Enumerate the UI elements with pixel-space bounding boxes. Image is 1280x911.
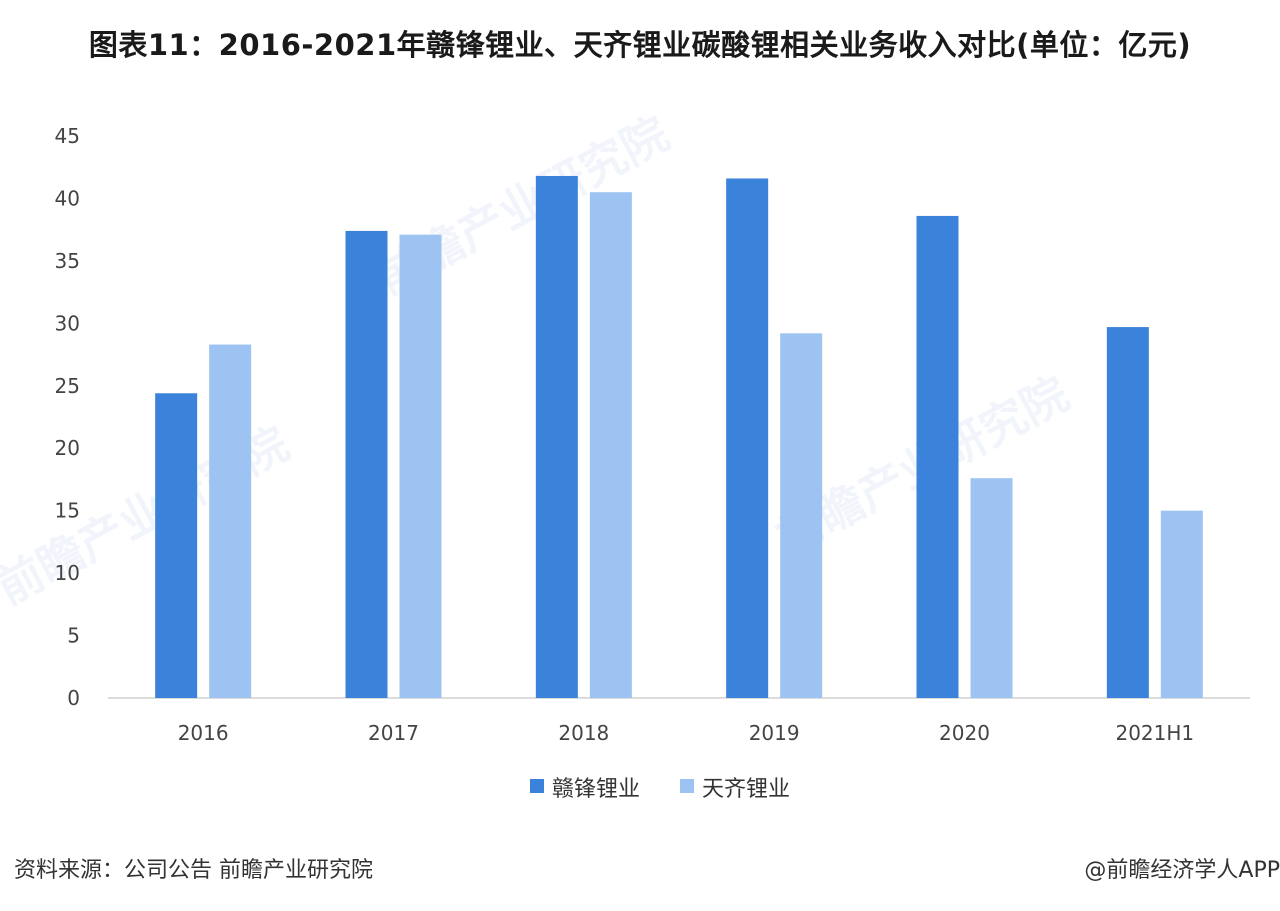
legend-label-2: 天齐锂业 (702, 777, 790, 802)
chart-title: 图表11：2016-2021年赣锋锂业、天齐锂业碳酸锂相关业务收入对比(单位：亿… (88, 28, 1192, 62)
y-tick-label: 10 (55, 561, 80, 585)
bar-series1-2017 (345, 230, 388, 698)
y-tick-label: 20 (55, 436, 80, 460)
bar-series1-2020 (916, 215, 959, 698)
y-tick-label: 45 (55, 124, 80, 148)
brand-note: @前瞻经济学人APP (1084, 858, 1280, 883)
bar-series2-2019 (780, 333, 823, 698)
x-tick-label: 2019 (749, 721, 800, 745)
y-tick-label: 25 (55, 374, 80, 398)
bar-series2-2017 (399, 234, 442, 698)
x-tick-label: 2017 (368, 721, 419, 745)
bar-series1-2019 (726, 178, 769, 698)
bar-series1-2016 (155, 393, 198, 698)
source-note: 资料来源：公司公告 前瞻产业研究院 (14, 858, 373, 883)
bar-series1-2021H1 (1106, 327, 1149, 698)
y-tick-label: 15 (55, 499, 80, 523)
bar-series2-2020 (970, 478, 1013, 698)
y-tick-label: 35 (55, 249, 80, 273)
legend-label-1: 赣锋锂业 (552, 777, 640, 802)
x-tick-label: 2021H1 (1115, 721, 1194, 745)
x-tick-label: 2020 (939, 721, 990, 745)
bar-series1-2018 (535, 175, 578, 698)
x-tick-label: 2016 (178, 721, 229, 745)
bar-series2-2021H1 (1160, 510, 1203, 698)
x-tick-label: 2018 (558, 721, 609, 745)
legend-swatch-2 (680, 779, 694, 793)
y-tick-label: 5 (67, 624, 80, 648)
y-tick-label: 40 (55, 186, 80, 210)
y-tick-label: 30 (55, 311, 80, 335)
y-tick-label: 0 (67, 686, 80, 710)
bar-series2-2018 (589, 192, 632, 698)
bar-series2-2016 (209, 344, 252, 698)
legend-swatch-1 (530, 779, 544, 793)
